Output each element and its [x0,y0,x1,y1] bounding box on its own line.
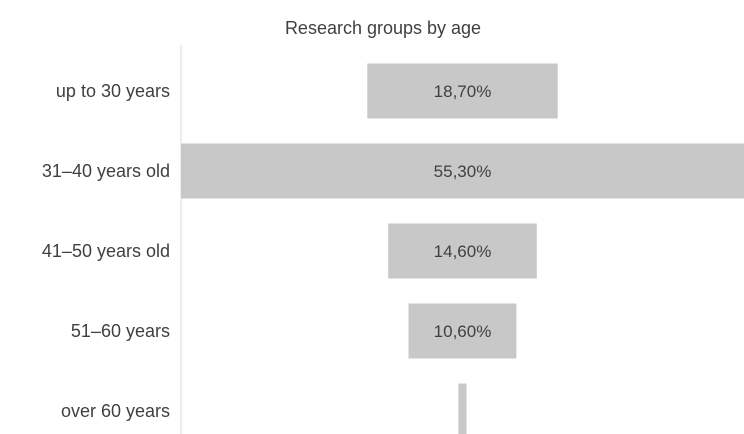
data-label-31-40-years-old: 55,30% [434,162,492,181]
category-label-up-to-30-years: up to 30 years [56,81,170,101]
chart-title: Research groups by age [285,18,481,38]
value-labels: 18,70% 55,30% 14,60% 10,60% [434,82,492,341]
bar-up-to-30-years [367,63,558,119]
data-label-41-50-years-old: 14,60% [434,242,492,261]
bar-51-60-years [408,303,517,359]
category-labels: up to 30 years 31–40 years old 41–50 years… [42,81,170,421]
bar-41-50-years-old [388,223,537,279]
bars-layer [181,63,744,434]
category-label-41-50-years-old: 41–50 years old [42,241,170,261]
data-label-51-60-years: 10,60% [434,322,492,341]
bar-over-60-years [458,383,467,434]
category-label-over-60-years: over 60 years [61,401,170,421]
data-label-up-to-30-years: 18,70% [434,82,492,101]
category-label-31-40-years-old: 31–40 years old [42,161,170,181]
category-label-51-60-years: 51–60 years [71,321,170,341]
bar-31-40-years-old [181,143,744,199]
